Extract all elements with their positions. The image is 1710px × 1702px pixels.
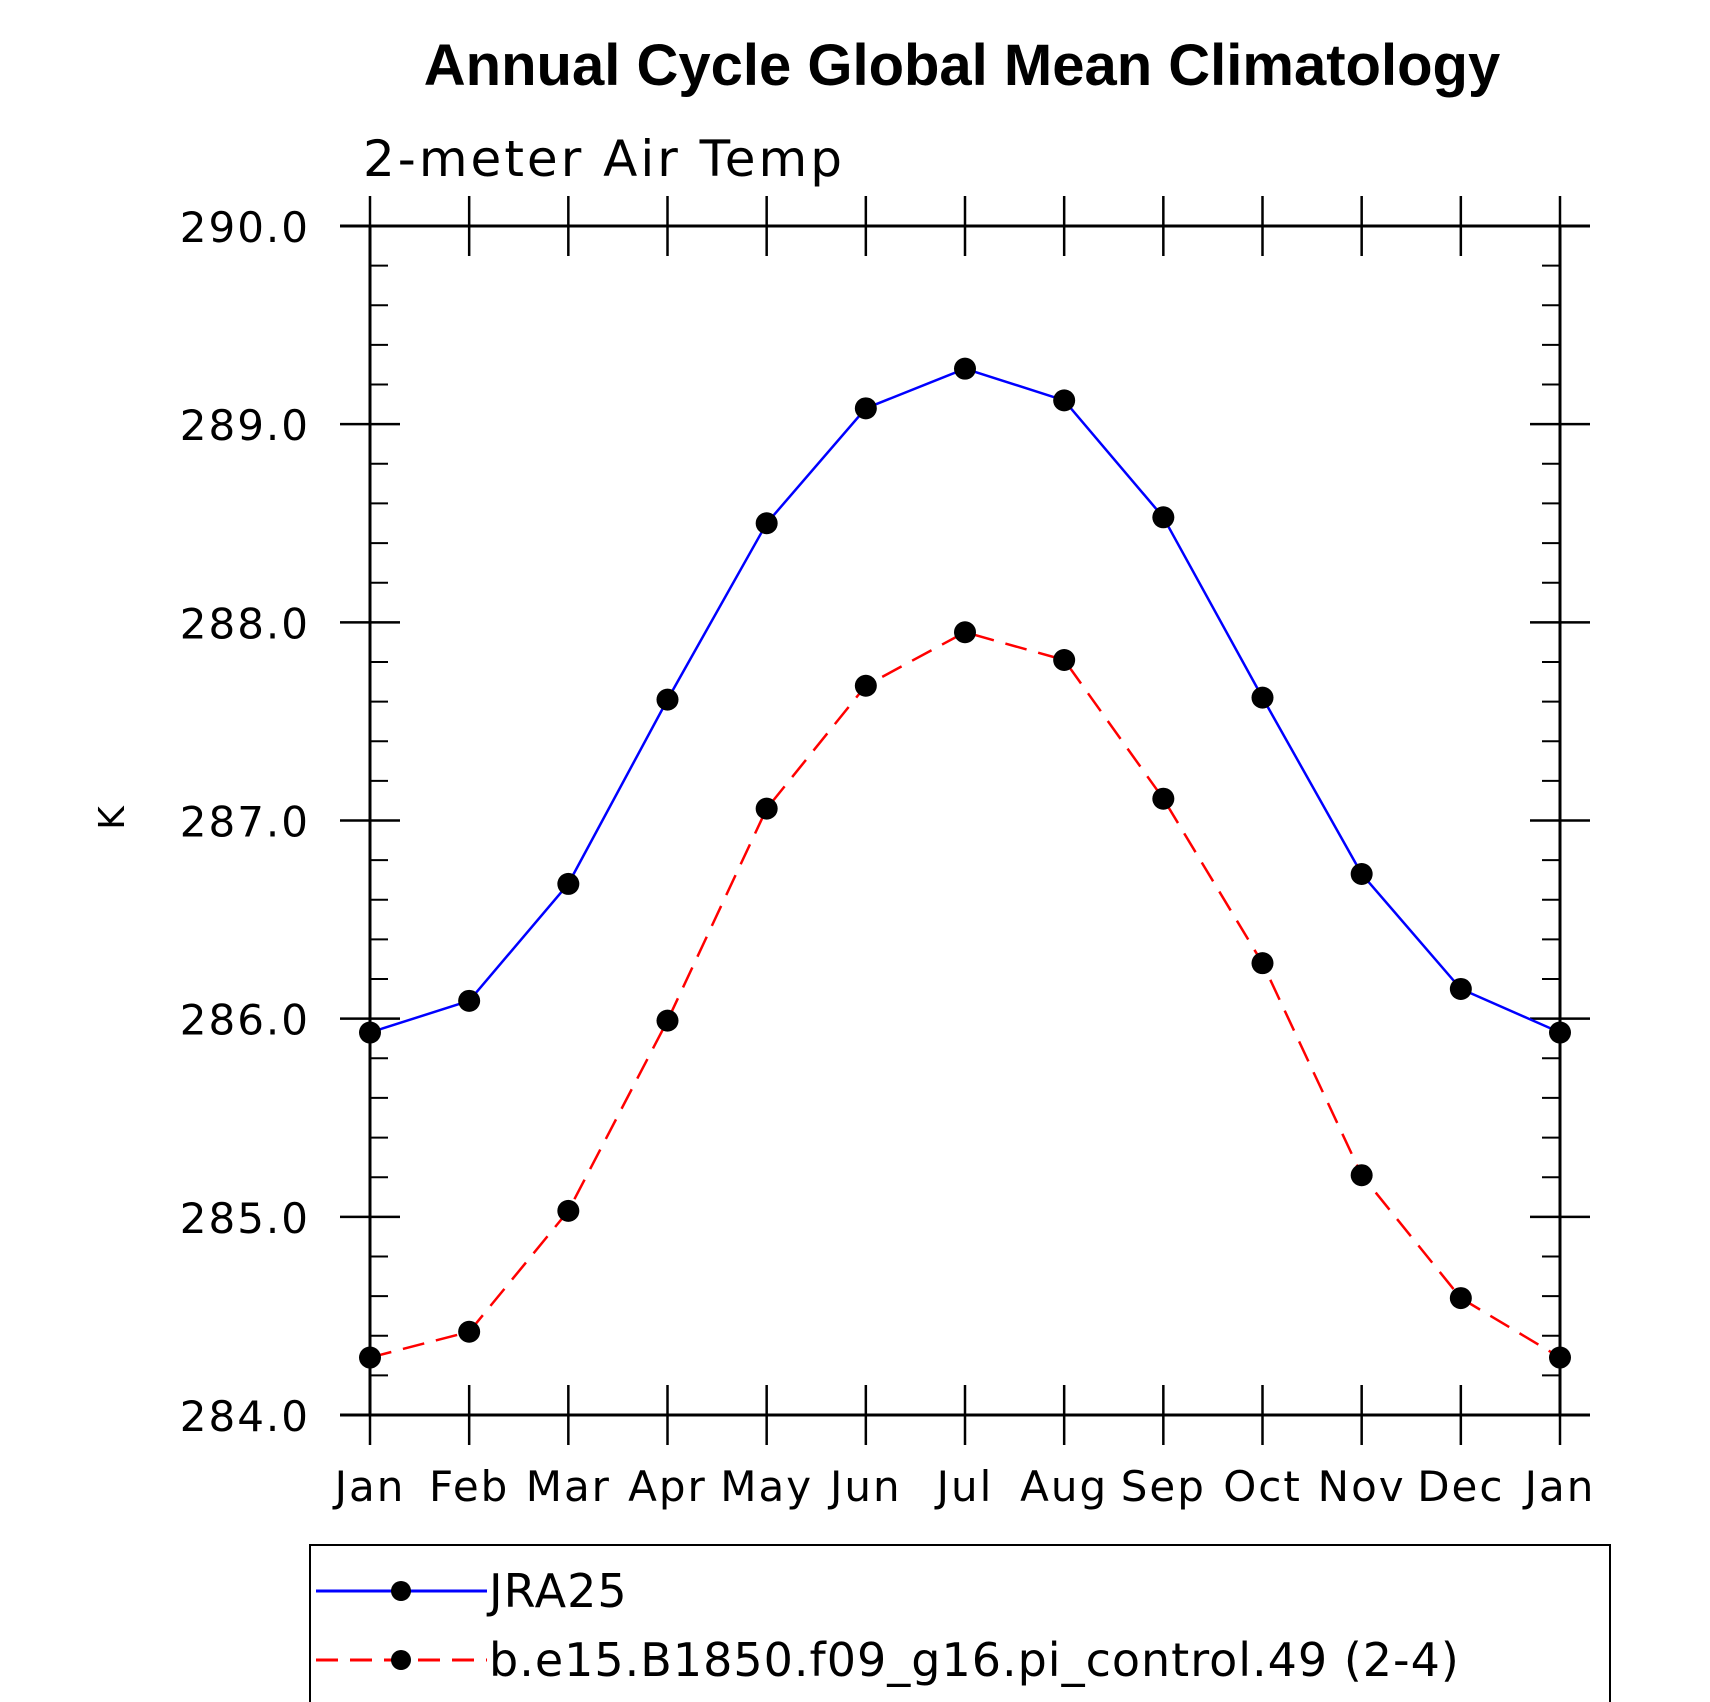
data-point-series-1 bbox=[557, 1199, 580, 1222]
legend-marker-jra25 bbox=[391, 1581, 411, 1601]
y-tick-labels: 284.0 285.0 286.0 287.0 288.0 289.0 290.0 bbox=[180, 203, 310, 1441]
data-point-series-0 bbox=[557, 872, 580, 895]
data-point-series-1 bbox=[458, 1320, 481, 1343]
series-line-0 bbox=[369, 367, 1561, 1034]
y-tick-label: 288.0 bbox=[180, 599, 310, 648]
x-tick-label: Mar bbox=[526, 1462, 611, 1511]
legend-box bbox=[309, 1544, 1611, 1702]
x-tick-label: Jan bbox=[1522, 1462, 1596, 1511]
data-point-series-0 bbox=[1350, 863, 1373, 886]
x-tick-label: Nov bbox=[1318, 1462, 1406, 1511]
data-point-series-0 bbox=[1449, 977, 1472, 1000]
chart-title: Annual Cycle Global Mean Climatology bbox=[424, 33, 1500, 98]
data-point-series-1 bbox=[755, 797, 778, 820]
legend-label-jra25: JRA25 bbox=[486, 1564, 628, 1618]
data-point-series-1 bbox=[1251, 952, 1274, 975]
y-tick-label: 286.0 bbox=[180, 996, 310, 1045]
x-tick-label: Jun bbox=[827, 1462, 902, 1511]
y-tick-label: 285.0 bbox=[180, 1194, 310, 1243]
x-tick-label: Jul bbox=[934, 1462, 994, 1511]
data-point-series-1 bbox=[1549, 1346, 1571, 1369]
data-point-series-0 bbox=[1251, 686, 1274, 709]
series-markers bbox=[359, 357, 1571, 1369]
x-tick-label: Oct bbox=[1223, 1462, 1302, 1511]
y-tick-label: 290.0 bbox=[180, 203, 310, 252]
x-tick-label: Sep bbox=[1121, 1462, 1206, 1511]
data-point-series-0 bbox=[458, 989, 481, 1012]
x-tick-label: Apr bbox=[628, 1462, 707, 1511]
chart-subtitle: 2-meter Air Temp bbox=[363, 130, 845, 188]
axis-ticks bbox=[340, 196, 1590, 1445]
y-tick-label: 289.0 bbox=[180, 401, 310, 450]
x-tick-label: Jan bbox=[332, 1462, 406, 1511]
data-point-series-0 bbox=[1549, 1021, 1571, 1044]
data-point-series-0 bbox=[359, 1021, 381, 1044]
legend: JRA25 b.e15.B1850.f09_g16.pi_control.49 … bbox=[309, 1544, 1611, 1702]
legend-marker-model bbox=[391, 1650, 411, 1670]
data-point-series-0 bbox=[854, 397, 877, 420]
y-tick-label: 284.0 bbox=[180, 1392, 310, 1441]
plot-frame bbox=[340, 224, 1590, 1417]
y-axis-label: K bbox=[92, 805, 133, 830]
data-point-series-0 bbox=[755, 512, 778, 535]
data-point-series-1 bbox=[359, 1346, 381, 1369]
legend-label-model: b.e15.B1850.f09_g16.pi_control.49 (2-4) bbox=[489, 1633, 1460, 1687]
data-point-series-0 bbox=[656, 688, 679, 711]
x-tick-label: Dec bbox=[1417, 1462, 1504, 1511]
data-point-series-1 bbox=[1449, 1287, 1472, 1310]
data-point-series-1 bbox=[854, 674, 877, 697]
data-point-series-1 bbox=[1152, 787, 1175, 810]
data-point-series-0 bbox=[954, 357, 976, 380]
x-tick-labels: Jan Feb Mar Apr May Jun Jul Aug Sep Oct Nov Dec Jan bbox=[332, 1462, 1596, 1511]
series-lines bbox=[369, 367, 1561, 1359]
series-line-1 bbox=[369, 630, 1561, 1359]
x-tick-label: Feb bbox=[429, 1462, 509, 1511]
data-point-series-1 bbox=[1350, 1164, 1373, 1187]
data-point-series-0 bbox=[1053, 389, 1076, 412]
data-point-series-0 bbox=[1152, 506, 1175, 529]
data-point-series-1 bbox=[954, 621, 976, 644]
data-point-series-1 bbox=[1053, 648, 1076, 671]
x-tick-label: May bbox=[720, 1462, 813, 1511]
y-tick-label: 287.0 bbox=[180, 798, 310, 847]
data-point-series-1 bbox=[656, 1009, 679, 1032]
x-tick-label: Aug bbox=[1020, 1462, 1108, 1511]
